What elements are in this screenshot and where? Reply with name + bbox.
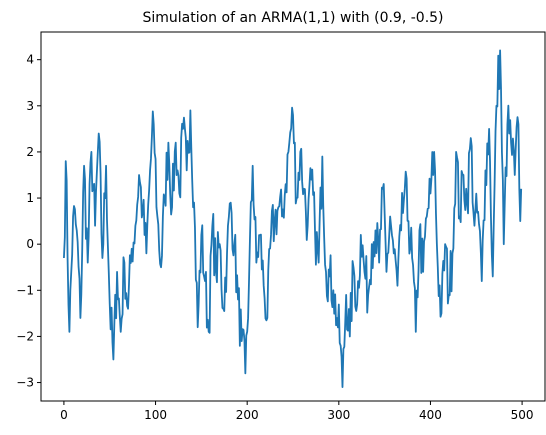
x-axis: 0 100 200 300 400 500 (60, 401, 534, 422)
axes-frame (40, 31, 546, 402)
x-tick-label: 200 (236, 408, 259, 422)
y-axis: −3 −2 −1 0 1 2 3 4 (16, 53, 41, 390)
chart-title: Simulation of an ARMA(1,1) with (0.9, -0… (142, 10, 443, 26)
x-tick-label: 500 (511, 408, 534, 422)
y-tick-label: 1 (26, 191, 34, 205)
series-line (63, 49, 523, 389)
y-tick-label: 2 (26, 145, 34, 159)
x-tick-label: 100 (144, 408, 167, 422)
x-tick-label: 400 (419, 408, 442, 422)
x-tick-label: 300 (327, 408, 350, 422)
y-tick-label: −3 (16, 376, 34, 390)
y-tick-label: −1 (16, 283, 34, 297)
y-tick-label: −2 (16, 329, 34, 343)
y-tick-label: 3 (26, 99, 34, 113)
x-tick-label: 0 (60, 408, 68, 422)
y-tick-label: 4 (26, 53, 34, 67)
plot-area (63, 49, 523, 389)
y-tick-label: 0 (26, 237, 34, 251)
